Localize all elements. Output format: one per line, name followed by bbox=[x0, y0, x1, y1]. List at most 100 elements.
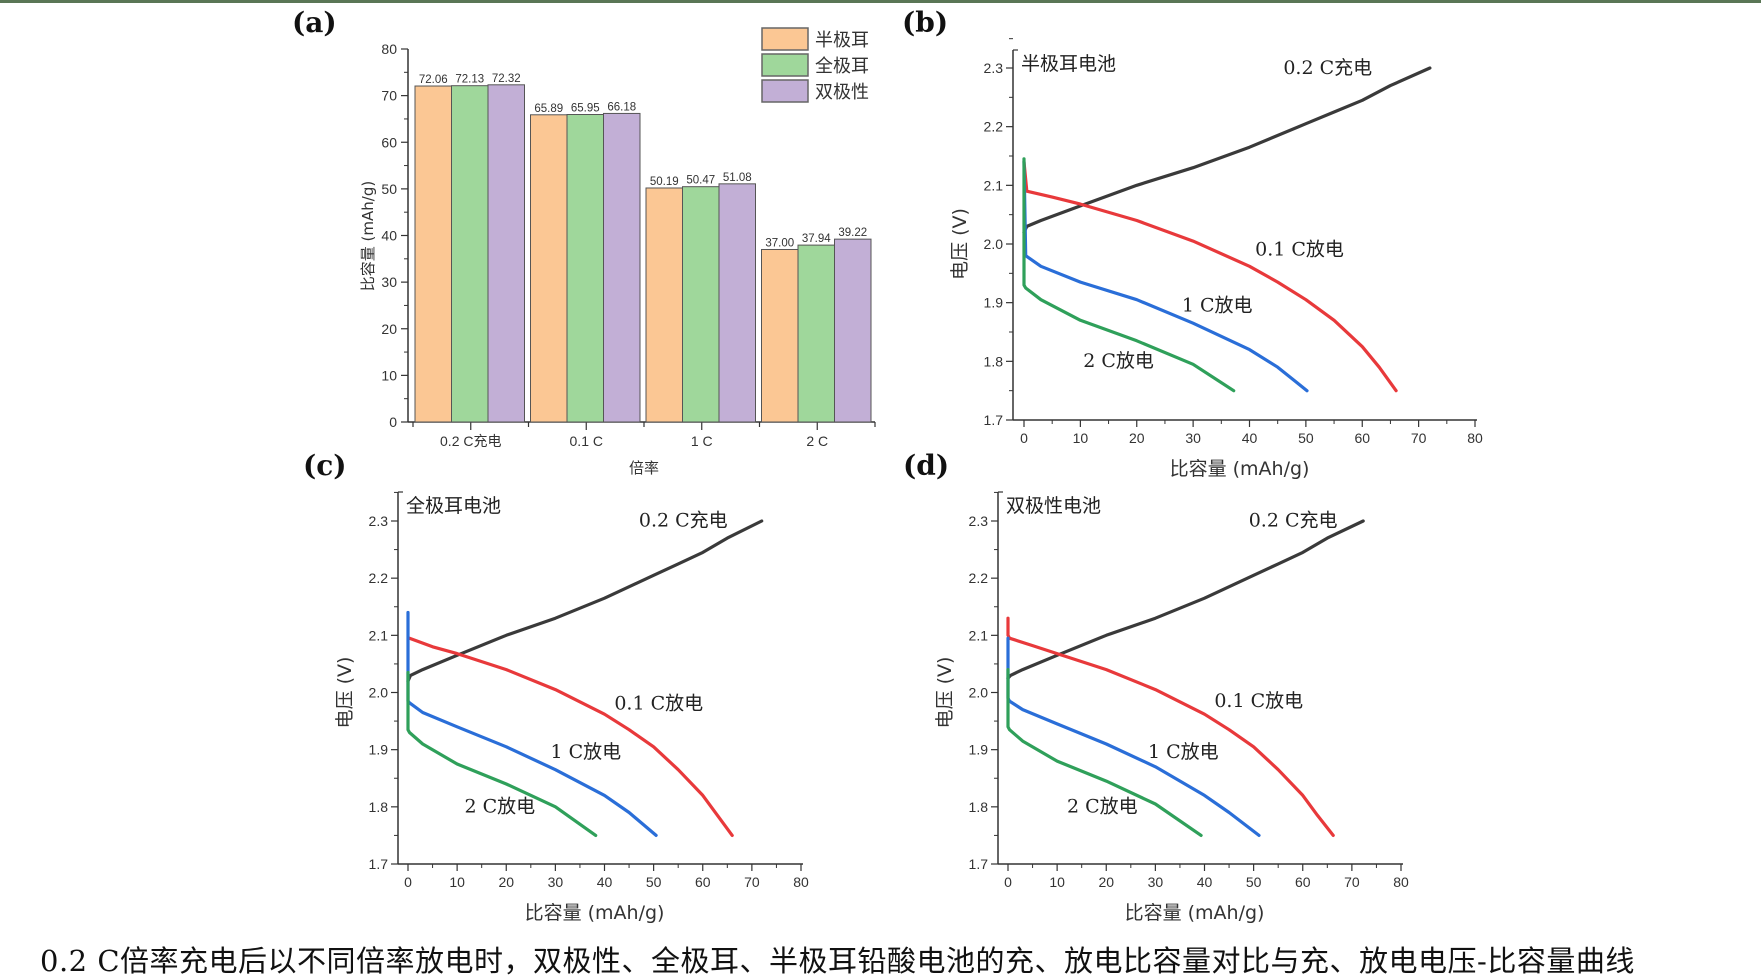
x-tick-label: 1 C bbox=[691, 433, 713, 449]
series-annotation: 0.2 C充电 bbox=[1283, 57, 1372, 79]
series-line-charge-0-2C bbox=[1006, 519, 1365, 680]
panel-title: 半极耳电池 bbox=[1021, 53, 1116, 75]
y-tick-label: 1.7 bbox=[984, 412, 1004, 428]
y-tick-label: 50 bbox=[381, 181, 397, 197]
x-tick-label: 20 bbox=[1098, 874, 1114, 890]
x-tick-label: 10 bbox=[1073, 430, 1089, 446]
series-annotation: 0.2 C充电 bbox=[639, 510, 728, 532]
series-annotation: 0.1 C放电 bbox=[614, 693, 703, 715]
series-line-charge-0-2C bbox=[1022, 66, 1432, 234]
panel-c-line-chart: (c) 1.7 1.8 1.9 2.0 2.1 2.2 2.3 0 10 20 30 40 50 60 70 8… bbox=[303, 449, 809, 924]
bar-value-label: 37.94 bbox=[802, 233, 831, 245]
y-axis-title: 电压 (V) bbox=[334, 657, 356, 729]
y-axis-title: 比容量 (mAh/g) bbox=[359, 181, 377, 291]
panel-title: 全极耳电池 bbox=[406, 495, 501, 517]
y-tick-label: 60 bbox=[381, 134, 397, 150]
y-tick-label: 1.7 bbox=[369, 856, 389, 872]
bar-half-tab bbox=[530, 114, 568, 423]
y-tick-label: 1.7 bbox=[969, 856, 989, 872]
bar-value-label: 65.95 bbox=[571, 103, 600, 115]
bar-full-tab bbox=[797, 244, 835, 423]
x-tick-label: 0 bbox=[404, 874, 412, 890]
series-line-discharge-2C bbox=[1022, 157, 1236, 393]
x-tick-label: 40 bbox=[1197, 874, 1213, 890]
series-line-discharge-1C bbox=[1022, 160, 1309, 393]
y-tick-label: 2.3 bbox=[984, 60, 1004, 76]
y-tick-label: 2.2 bbox=[969, 570, 989, 586]
bar-value-label: 72.13 bbox=[455, 74, 484, 86]
x-tick-label: 20 bbox=[498, 874, 514, 890]
y-tick-label: 2.1 bbox=[969, 627, 989, 643]
panel-letter-d: (d) bbox=[903, 449, 949, 482]
bar-half-tab bbox=[761, 248, 799, 423]
panel-b-line-chart: (b) 1.7 1.8 1.9 2.0 2.1 2.2 2.3 0 10 20 30 40 50 60 70 8… bbox=[902, 6, 1483, 480]
bar-value-label: 66.18 bbox=[607, 101, 636, 113]
y-tick-label: 80 bbox=[381, 41, 397, 57]
bar-full-tab bbox=[566, 114, 604, 423]
x-tick-label: 10 bbox=[1049, 874, 1065, 890]
y-tick-label: 1.9 bbox=[369, 742, 389, 758]
y-tick-label: 2.0 bbox=[984, 236, 1004, 252]
panel-letter-b: (b) bbox=[902, 6, 948, 39]
bar-half-tab bbox=[645, 187, 683, 423]
bar-bipolar bbox=[603, 112, 641, 423]
y-axis-title: 电压 (V) bbox=[949, 208, 971, 280]
series-annotation: 1 C放电 bbox=[1148, 741, 1219, 763]
x-tick-label: 0 bbox=[1004, 874, 1012, 890]
bar-full-tab bbox=[451, 85, 489, 423]
bar-value-label: 39.22 bbox=[838, 227, 867, 239]
x-axis-title: 比容量 (mAh/g) bbox=[1125, 902, 1265, 924]
legend-swatch-bipolar bbox=[761, 79, 809, 103]
x-tick-label: 70 bbox=[744, 874, 760, 890]
series-line-discharge-0-1C bbox=[1022, 160, 1398, 393]
x-tick-label: 30 bbox=[1185, 430, 1201, 446]
panel-title: 双极性电池 bbox=[1006, 495, 1101, 517]
x-tick-label: 70 bbox=[1344, 874, 1360, 890]
legend-label: 双极性 bbox=[815, 82, 869, 103]
x-tick-label: 50 bbox=[1298, 430, 1314, 446]
x-axis-title: 比容量 (mAh/g) bbox=[1170, 458, 1310, 480]
x-tick-label: 80 bbox=[1393, 874, 1409, 890]
x-tick-label: 30 bbox=[548, 874, 564, 890]
x-tick-label: 0.2 C充电 bbox=[440, 433, 501, 449]
x-tick-label: 40 bbox=[1242, 430, 1258, 446]
panel-a-bar-chart: (a) 0 10 20 30 40 50 60 70 80 0.2 C充电 0.1 C 1 C 2 C 72… bbox=[292, 6, 876, 477]
x-tick-label: 20 bbox=[1129, 430, 1145, 446]
y-tick-label: 2.1 bbox=[369, 627, 389, 643]
x-tick-label: 60 bbox=[695, 874, 711, 890]
bar-value-label: 65.89 bbox=[534, 103, 563, 115]
series-line-charge-0-2C bbox=[406, 519, 764, 683]
y-tick-label: 1.8 bbox=[369, 799, 389, 815]
series-annotation: 0.2 C充电 bbox=[1249, 510, 1338, 532]
panel-letter-a: (a) bbox=[292, 6, 337, 39]
bar-bipolar bbox=[834, 238, 872, 423]
x-tick-label: 40 bbox=[597, 874, 613, 890]
y-tick-label: 2.3 bbox=[969, 513, 989, 529]
series-annotation: 1 C放电 bbox=[550, 741, 621, 763]
series-line-discharge-0-1C bbox=[1006, 616, 1335, 838]
bar-value-label: 50.47 bbox=[686, 175, 715, 187]
x-axis-title: 倍率 bbox=[629, 459, 659, 477]
bar-bipolar bbox=[718, 183, 756, 423]
x-tick-label: 50 bbox=[646, 874, 662, 890]
y-tick-label: 2.3 bbox=[369, 513, 389, 529]
legend-swatch-full-tab bbox=[761, 53, 809, 77]
bar-value-label: 72.32 bbox=[492, 73, 521, 85]
x-tick-label: 50 bbox=[1246, 874, 1262, 890]
series-annotation: 2 C放电 bbox=[1067, 796, 1138, 818]
series-line-discharge-2C bbox=[406, 670, 598, 838]
y-tick-label: 2.2 bbox=[984, 119, 1004, 135]
y-tick-label: 70 bbox=[381, 88, 397, 104]
y-tick-label: 2.2 bbox=[369, 570, 389, 586]
bar-value-label: 72.06 bbox=[419, 74, 448, 86]
y-tick-label: 2.0 bbox=[369, 685, 389, 701]
series-annotation: 0.1 C放电 bbox=[1255, 239, 1344, 261]
x-tick-label: 2 C bbox=[806, 433, 828, 449]
y-tick-label: 10 bbox=[381, 367, 397, 383]
x-tick-label: 80 bbox=[1467, 430, 1483, 446]
y-tick-label: 1.8 bbox=[969, 799, 989, 815]
top-border bbox=[0, 0, 1761, 3]
legend-label: 半极耳 bbox=[815, 30, 869, 51]
y-tick-label: 1.9 bbox=[969, 742, 989, 758]
